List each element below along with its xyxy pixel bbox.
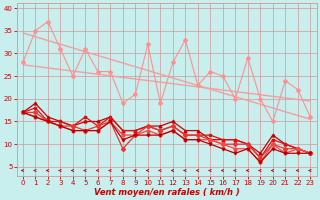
X-axis label: Vent moyen/en rafales ( km/h ): Vent moyen/en rafales ( km/h ) [94,188,239,197]
